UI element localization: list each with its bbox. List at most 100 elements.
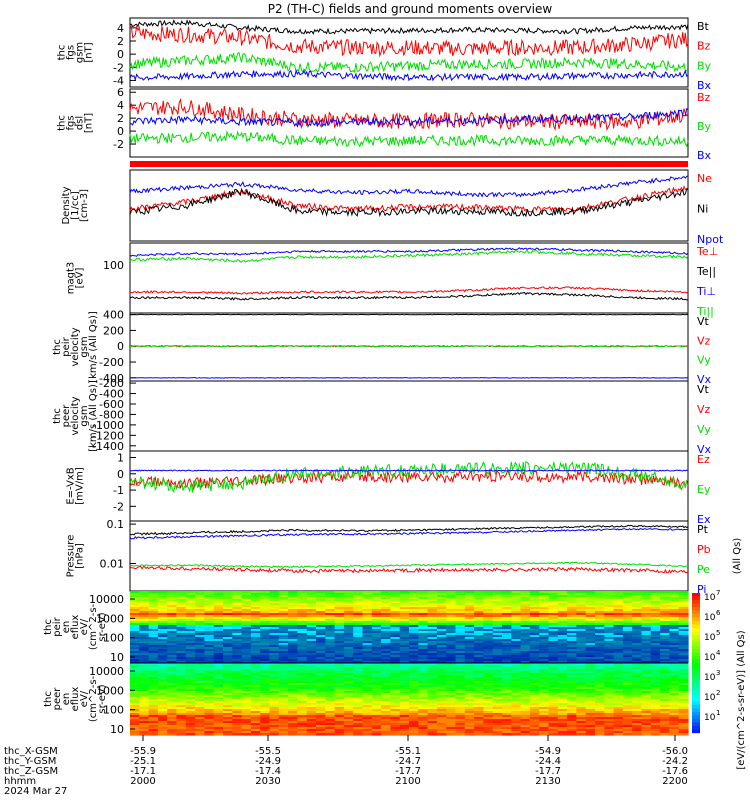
heatmap-cell xyxy=(167,719,178,722)
heatmap-cell xyxy=(409,681,419,684)
heatmap-cell xyxy=(223,709,233,712)
heatmap-cell xyxy=(548,731,559,734)
heatmap-cell xyxy=(474,607,484,610)
heatmap-cell xyxy=(455,633,466,636)
heatmap-cell xyxy=(427,699,438,702)
heatmap-cell xyxy=(250,695,261,698)
heatmap-cell xyxy=(390,679,401,682)
heatmap-cell xyxy=(595,619,605,622)
heatmap-cell xyxy=(399,643,410,646)
heatmap-cell xyxy=(343,673,354,676)
heatmap-cell xyxy=(529,705,540,708)
heatmap-cell xyxy=(548,733,559,736)
heatmap-cell xyxy=(288,603,298,606)
heatmap-cell xyxy=(613,733,624,736)
heatmap-cell xyxy=(167,633,178,636)
heatmap-cell xyxy=(316,605,326,608)
heatmap-cell xyxy=(539,699,550,702)
heatmap-cell xyxy=(678,687,689,690)
heatmap-cell xyxy=(446,623,457,626)
heatmap-cell xyxy=(613,627,624,630)
heatmap-cell xyxy=(269,705,280,708)
heatmap-cell xyxy=(288,657,298,660)
heatmap-cell xyxy=(399,599,410,602)
heatmap-cell xyxy=(334,719,345,722)
heatmap-cell xyxy=(641,691,652,694)
ytick-label: 0.01 xyxy=(100,557,125,570)
heatmap-cell xyxy=(316,703,326,706)
colorbar-step xyxy=(692,645,700,650)
heatmap-cell xyxy=(622,659,633,662)
heatmap-cell xyxy=(204,639,215,642)
heatmap-cell xyxy=(539,619,550,622)
heatmap-cell xyxy=(250,683,261,686)
heatmap-cell xyxy=(343,659,354,662)
heatmap-cell xyxy=(529,619,540,622)
heatmap-cell xyxy=(632,717,643,720)
heatmap-cell xyxy=(139,591,150,594)
heatmap-cell xyxy=(390,607,401,610)
heatmap-cell xyxy=(446,713,457,716)
heatmap-cell xyxy=(529,617,540,620)
heatmap-cell xyxy=(353,591,364,594)
heatmap-cell xyxy=(409,633,419,636)
heatmap-cell xyxy=(167,713,178,716)
heatmap-cell xyxy=(278,703,289,706)
heatmap-cell xyxy=(204,719,215,722)
heatmap-cell xyxy=(176,733,187,736)
heatmap-cell xyxy=(632,673,643,676)
heatmap-cell xyxy=(678,651,689,654)
heatmap-cell xyxy=(278,593,289,596)
heatmap-cell xyxy=(185,673,196,676)
heatmap-cell xyxy=(157,721,168,724)
heatmap-cell xyxy=(343,595,354,598)
heatmap-cell xyxy=(650,615,661,618)
colorbar-step xyxy=(692,726,700,730)
heatmap-cell xyxy=(343,599,354,602)
heatmap-cell xyxy=(502,611,512,614)
heatmap-cell xyxy=(622,667,633,670)
heatmap-cell xyxy=(632,609,643,612)
heatmap-cell xyxy=(622,725,633,728)
heatmap-cell xyxy=(260,619,271,622)
heatmap-cell xyxy=(362,679,373,682)
heatmap-cell xyxy=(604,637,615,640)
heatmap-cell xyxy=(622,601,633,604)
heatmap-cell xyxy=(130,673,140,676)
heatmap-cell xyxy=(343,715,354,718)
heatmap-cell xyxy=(502,733,512,736)
heatmap-cell xyxy=(548,709,559,712)
heatmap-cell xyxy=(390,619,401,622)
heatmap-cell xyxy=(529,593,540,596)
heatmap-cell xyxy=(213,601,224,604)
heatmap-cell xyxy=(390,723,401,726)
heatmap-cell xyxy=(325,693,336,696)
heatmap-cell xyxy=(306,607,317,610)
heatmap-cell xyxy=(269,673,280,676)
heatmap-cell xyxy=(483,657,494,660)
heatmap-cell xyxy=(418,717,429,720)
heatmap-cell xyxy=(660,665,670,668)
heatmap-cell xyxy=(195,677,205,680)
heatmap-cell xyxy=(446,659,457,662)
heatmap-cell xyxy=(436,629,447,632)
heatmap-cell xyxy=(195,675,205,678)
heatmap-cell xyxy=(595,725,605,728)
heatmap-cell xyxy=(241,655,252,658)
heatmap-cell xyxy=(529,655,540,658)
heatmap-cell xyxy=(483,723,494,726)
heatmap-cell xyxy=(557,687,568,690)
heatmap-cell xyxy=(622,687,633,690)
heatmap-cell xyxy=(418,653,429,656)
heatmap-cell xyxy=(455,727,466,730)
heatmap-cell xyxy=(297,619,308,622)
heatmap-cell xyxy=(250,647,261,650)
heatmap-cell xyxy=(650,701,661,704)
heatmap-cell xyxy=(474,635,484,638)
heatmap-cell xyxy=(232,675,243,678)
heatmap-cell xyxy=(520,723,531,726)
heatmap-cell xyxy=(399,719,410,722)
heatmap-cell xyxy=(399,733,410,736)
heatmap-cell xyxy=(678,627,689,630)
heatmap-cell xyxy=(325,615,336,618)
